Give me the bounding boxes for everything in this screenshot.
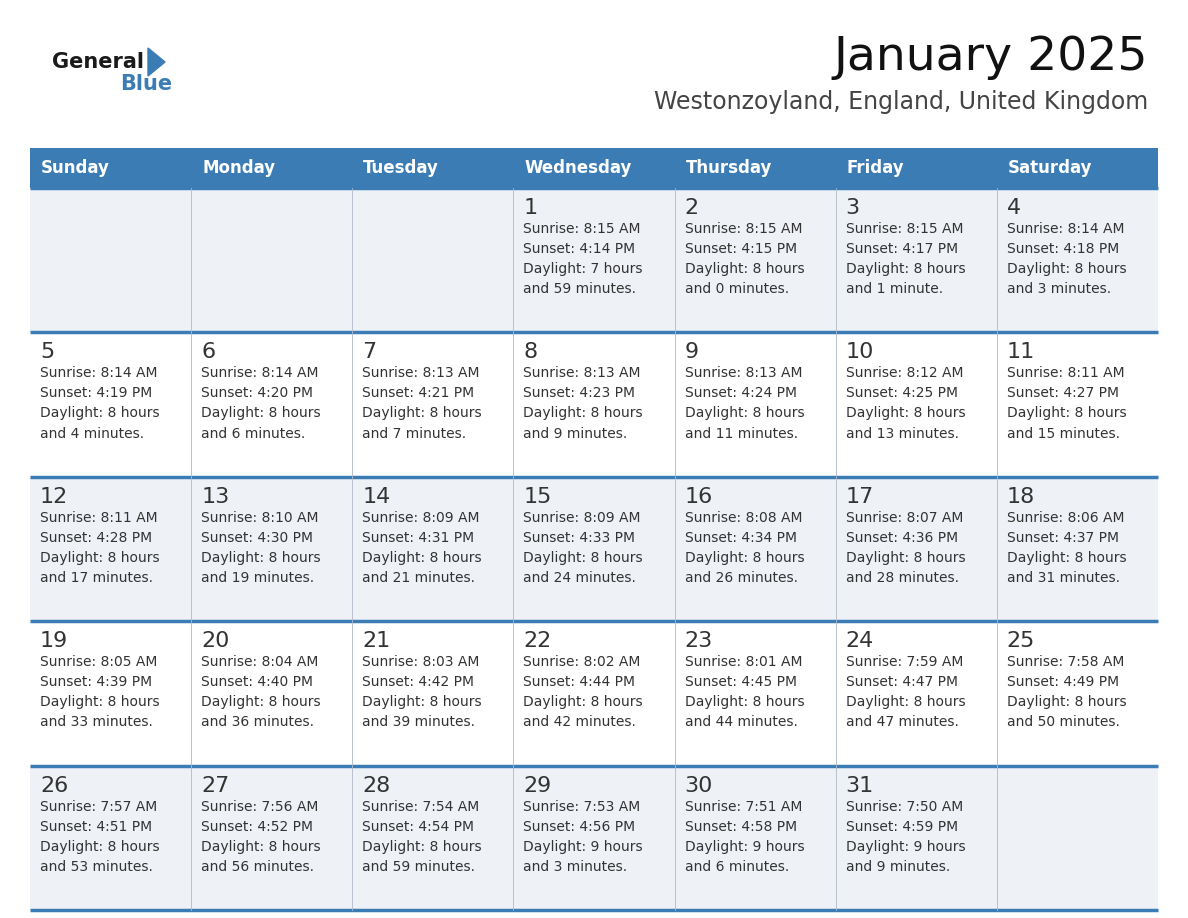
Bar (30, 766, 1158, 910)
Text: Sunrise: 8:14 AM
Sunset: 4:20 PM
Daylight: 8 hours
and 6 minutes.: Sunrise: 8:14 AM Sunset: 4:20 PM Dayligh… (201, 366, 321, 441)
Text: January 2025: January 2025 (834, 36, 1148, 81)
Text: Sunrise: 8:09 AM
Sunset: 4:33 PM
Daylight: 8 hours
and 24 minutes.: Sunrise: 8:09 AM Sunset: 4:33 PM Dayligh… (524, 510, 643, 585)
Text: Westonzoyland, England, United Kingdom: Westonzoyland, England, United Kingdom (653, 90, 1148, 114)
Text: 27: 27 (201, 776, 229, 796)
Text: Sunrise: 7:54 AM
Sunset: 4:54 PM
Daylight: 8 hours
and 59 minutes.: Sunrise: 7:54 AM Sunset: 4:54 PM Dayligh… (362, 800, 482, 874)
Text: 25: 25 (1007, 632, 1035, 651)
Bar (835, 148, 997, 188)
Bar (191, 148, 353, 188)
Text: 30: 30 (684, 776, 713, 796)
Text: 1: 1 (524, 198, 537, 218)
Text: Sunrise: 7:50 AM
Sunset: 4:59 PM
Daylight: 9 hours
and 9 minutes.: Sunrise: 7:50 AM Sunset: 4:59 PM Dayligh… (846, 800, 966, 874)
Text: 26: 26 (40, 776, 68, 796)
Text: Wednesday: Wednesday (524, 159, 632, 177)
Text: 12: 12 (40, 487, 68, 507)
Bar (513, 148, 675, 188)
Text: Sunrise: 8:11 AM
Sunset: 4:27 PM
Daylight: 8 hours
and 15 minutes.: Sunrise: 8:11 AM Sunset: 4:27 PM Dayligh… (1007, 366, 1126, 441)
Text: 3: 3 (846, 198, 860, 218)
Text: 6: 6 (201, 342, 215, 363)
Text: Sunrise: 8:09 AM
Sunset: 4:31 PM
Daylight: 8 hours
and 21 minutes.: Sunrise: 8:09 AM Sunset: 4:31 PM Dayligh… (362, 510, 482, 585)
Polygon shape (148, 48, 165, 76)
Text: Sunrise: 8:15 AM
Sunset: 4:14 PM
Daylight: 7 hours
and 59 minutes.: Sunrise: 8:15 AM Sunset: 4:14 PM Dayligh… (524, 222, 643, 297)
Text: 17: 17 (846, 487, 874, 507)
Text: Sunrise: 7:56 AM
Sunset: 4:52 PM
Daylight: 8 hours
and 56 minutes.: Sunrise: 7:56 AM Sunset: 4:52 PM Dayligh… (201, 800, 321, 874)
Bar (997, 148, 1158, 188)
Text: Sunrise: 8:03 AM
Sunset: 4:42 PM
Daylight: 8 hours
and 39 minutes.: Sunrise: 8:03 AM Sunset: 4:42 PM Dayligh… (362, 655, 482, 729)
Text: 23: 23 (684, 632, 713, 651)
Text: 22: 22 (524, 632, 551, 651)
Text: 5: 5 (40, 342, 55, 363)
Text: 8: 8 (524, 342, 537, 363)
Text: Tuesday: Tuesday (364, 159, 440, 177)
Text: Thursday: Thursday (685, 159, 772, 177)
Bar (30, 148, 191, 188)
Text: Friday: Friday (847, 159, 904, 177)
Text: Sunrise: 8:13 AM
Sunset: 4:21 PM
Daylight: 8 hours
and 7 minutes.: Sunrise: 8:13 AM Sunset: 4:21 PM Dayligh… (362, 366, 482, 441)
Text: Sunrise: 8:14 AM
Sunset: 4:18 PM
Daylight: 8 hours
and 3 minutes.: Sunrise: 8:14 AM Sunset: 4:18 PM Dayligh… (1007, 222, 1126, 297)
Text: Sunrise: 7:51 AM
Sunset: 4:58 PM
Daylight: 9 hours
and 6 minutes.: Sunrise: 7:51 AM Sunset: 4:58 PM Dayligh… (684, 800, 804, 874)
Bar (30, 476, 1158, 621)
Text: Sunrise: 8:15 AM
Sunset: 4:15 PM
Daylight: 8 hours
and 0 minutes.: Sunrise: 8:15 AM Sunset: 4:15 PM Dayligh… (684, 222, 804, 297)
Text: 29: 29 (524, 776, 551, 796)
Text: 10: 10 (846, 342, 874, 363)
Text: 28: 28 (362, 776, 391, 796)
Text: Sunrise: 8:12 AM
Sunset: 4:25 PM
Daylight: 8 hours
and 13 minutes.: Sunrise: 8:12 AM Sunset: 4:25 PM Dayligh… (846, 366, 966, 441)
Text: Sunrise: 8:07 AM
Sunset: 4:36 PM
Daylight: 8 hours
and 28 minutes.: Sunrise: 8:07 AM Sunset: 4:36 PM Dayligh… (846, 510, 966, 585)
Text: 14: 14 (362, 487, 391, 507)
Text: Sunrise: 8:06 AM
Sunset: 4:37 PM
Daylight: 8 hours
and 31 minutes.: Sunrise: 8:06 AM Sunset: 4:37 PM Dayligh… (1007, 510, 1126, 585)
Text: 2: 2 (684, 198, 699, 218)
Text: Sunrise: 7:57 AM
Sunset: 4:51 PM
Daylight: 8 hours
and 53 minutes.: Sunrise: 7:57 AM Sunset: 4:51 PM Dayligh… (40, 800, 159, 874)
Text: Sunrise: 8:04 AM
Sunset: 4:40 PM
Daylight: 8 hours
and 36 minutes.: Sunrise: 8:04 AM Sunset: 4:40 PM Dayligh… (201, 655, 321, 729)
Text: Sunrise: 8:08 AM
Sunset: 4:34 PM
Daylight: 8 hours
and 26 minutes.: Sunrise: 8:08 AM Sunset: 4:34 PM Dayligh… (684, 510, 804, 585)
Text: Sunrise: 8:02 AM
Sunset: 4:44 PM
Daylight: 8 hours
and 42 minutes.: Sunrise: 8:02 AM Sunset: 4:44 PM Dayligh… (524, 655, 643, 729)
Text: Sunrise: 8:13 AM
Sunset: 4:23 PM
Daylight: 8 hours
and 9 minutes.: Sunrise: 8:13 AM Sunset: 4:23 PM Dayligh… (524, 366, 643, 441)
Text: Sunrise: 8:05 AM
Sunset: 4:39 PM
Daylight: 8 hours
and 33 minutes.: Sunrise: 8:05 AM Sunset: 4:39 PM Dayligh… (40, 655, 159, 729)
Text: Sunrise: 8:14 AM
Sunset: 4:19 PM
Daylight: 8 hours
and 4 minutes.: Sunrise: 8:14 AM Sunset: 4:19 PM Dayligh… (40, 366, 159, 441)
Text: Sunrise: 8:15 AM
Sunset: 4:17 PM
Daylight: 8 hours
and 1 minute.: Sunrise: 8:15 AM Sunset: 4:17 PM Dayligh… (846, 222, 966, 297)
Text: Sunrise: 7:53 AM
Sunset: 4:56 PM
Daylight: 9 hours
and 3 minutes.: Sunrise: 7:53 AM Sunset: 4:56 PM Dayligh… (524, 800, 643, 874)
Bar (30, 332, 1158, 476)
Text: 24: 24 (846, 632, 874, 651)
Bar (30, 188, 1158, 332)
Text: Sunrise: 8:11 AM
Sunset: 4:28 PM
Daylight: 8 hours
and 17 minutes.: Sunrise: 8:11 AM Sunset: 4:28 PM Dayligh… (40, 510, 159, 585)
Text: 13: 13 (201, 487, 229, 507)
Bar (675, 148, 835, 188)
Text: Sunrise: 7:58 AM
Sunset: 4:49 PM
Daylight: 8 hours
and 50 minutes.: Sunrise: 7:58 AM Sunset: 4:49 PM Dayligh… (1007, 655, 1126, 729)
Text: Sunrise: 8:10 AM
Sunset: 4:30 PM
Daylight: 8 hours
and 19 minutes.: Sunrise: 8:10 AM Sunset: 4:30 PM Dayligh… (201, 510, 321, 585)
Text: 21: 21 (362, 632, 391, 651)
Text: Sunrise: 8:13 AM
Sunset: 4:24 PM
Daylight: 8 hours
and 11 minutes.: Sunrise: 8:13 AM Sunset: 4:24 PM Dayligh… (684, 366, 804, 441)
Text: Sunrise: 8:01 AM
Sunset: 4:45 PM
Daylight: 8 hours
and 44 minutes.: Sunrise: 8:01 AM Sunset: 4:45 PM Dayligh… (684, 655, 804, 729)
Text: 31: 31 (846, 776, 874, 796)
Text: 9: 9 (684, 342, 699, 363)
Bar (353, 148, 513, 188)
Text: 16: 16 (684, 487, 713, 507)
Bar (30, 621, 1158, 766)
Text: Sunrise: 7:59 AM
Sunset: 4:47 PM
Daylight: 8 hours
and 47 minutes.: Sunrise: 7:59 AM Sunset: 4:47 PM Dayligh… (846, 655, 966, 729)
Text: 15: 15 (524, 487, 551, 507)
Text: Saturday: Saturday (1007, 159, 1092, 177)
Text: 20: 20 (201, 632, 229, 651)
Text: 4: 4 (1007, 198, 1020, 218)
Text: Sunday: Sunday (42, 159, 109, 177)
Text: Monday: Monday (202, 159, 276, 177)
Text: 7: 7 (362, 342, 377, 363)
Text: 18: 18 (1007, 487, 1035, 507)
Text: General: General (52, 52, 144, 72)
Text: 19: 19 (40, 632, 68, 651)
Text: Blue: Blue (120, 74, 172, 94)
Text: 11: 11 (1007, 342, 1035, 363)
